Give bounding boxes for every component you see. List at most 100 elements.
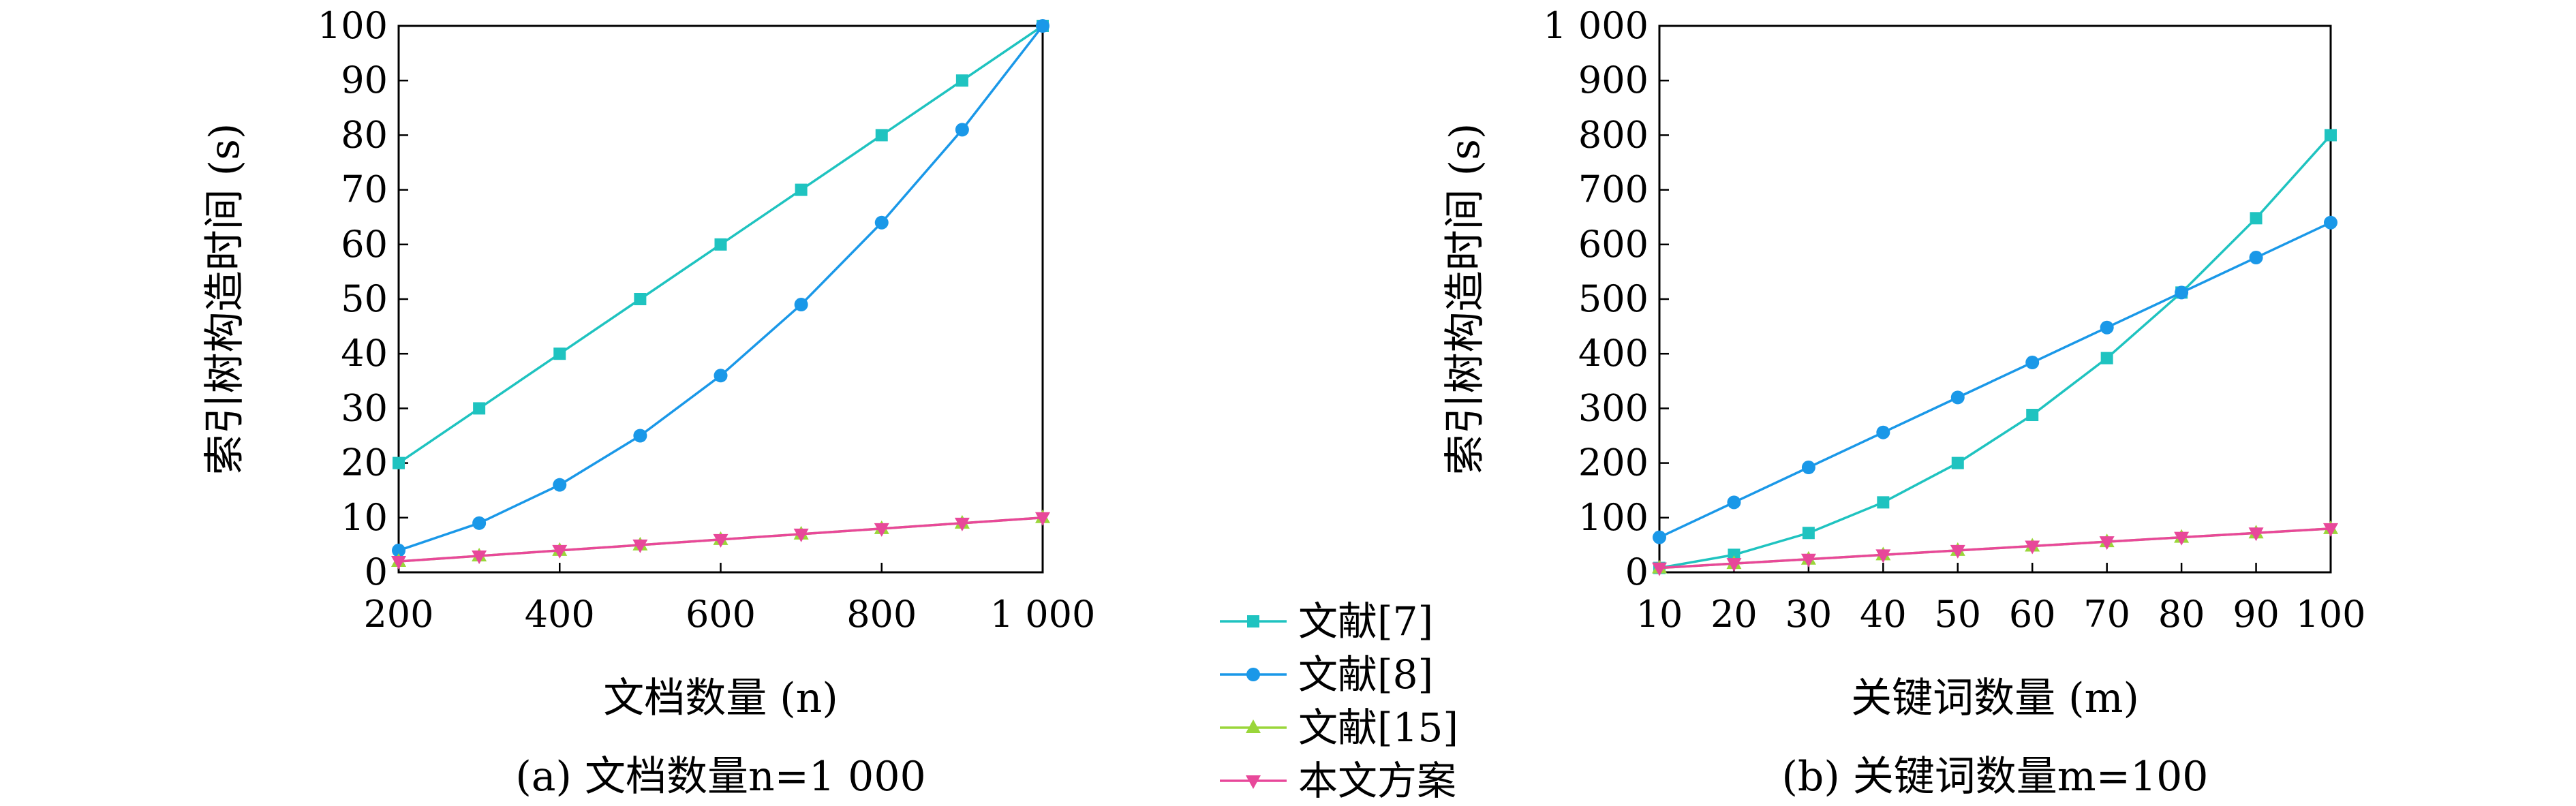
data-point (632, 539, 648, 553)
data-point (2099, 536, 2115, 551)
data-point (955, 123, 969, 137)
data-point (553, 347, 566, 360)
x-tick-label: 70 (2083, 593, 2130, 636)
data-point (2100, 320, 2114, 335)
data-point (2325, 129, 2337, 142)
y-tick-label: 500 (1578, 277, 1649, 320)
y-tick-label: 400 (1578, 332, 1649, 375)
series-3 (1652, 520, 2338, 574)
data-point (1800, 553, 1816, 568)
data-point (633, 429, 647, 443)
y-tick-label: 60 (341, 223, 388, 266)
y-tick-label: 800 (1578, 113, 1649, 156)
x-tick-label: 100 (2295, 593, 2365, 636)
x-tick-label: 60 (2009, 593, 2056, 636)
y-tick-label: 900 (1578, 59, 1649, 102)
series-line (1659, 134, 2332, 570)
data-point (714, 369, 728, 383)
data-point (954, 517, 970, 531)
data-point (1727, 495, 1741, 510)
y-tick-label: 200 (1578, 441, 1649, 484)
data-point (2175, 285, 2189, 300)
y-tick-label: 80 (341, 113, 388, 156)
x-tick-label: 600 (686, 593, 756, 636)
x-tick-label: 30 (1785, 593, 1833, 636)
data-point (1035, 512, 1050, 526)
y-tick-label: 50 (341, 277, 388, 320)
data-point (1726, 558, 1742, 572)
y-tick-label: 20 (341, 441, 388, 484)
y-tick-label: 1 000 (1543, 4, 1649, 47)
panel-caption: (a) 文档数量n=1 000 (515, 753, 925, 801)
data-point (1950, 544, 1965, 559)
data-point (392, 543, 405, 557)
data-point (1653, 530, 1666, 544)
data-point (795, 183, 808, 196)
x-tick-label: 10 (1636, 593, 1683, 636)
legend-label: 文献[7] (1298, 598, 1433, 645)
series-line (1659, 527, 2331, 570)
series-1 (1653, 129, 2337, 574)
data-point (472, 550, 487, 564)
data-point (2324, 215, 2337, 230)
data-point (1950, 390, 1965, 405)
data-point (1876, 425, 1890, 439)
legend-label: 文献[8] (1298, 651, 1433, 698)
legend-item: 文献[15] (1220, 704, 1458, 751)
y-tick-label: 300 (1578, 386, 1649, 429)
x-tick-label: 50 (1934, 593, 1981, 636)
series-4 (391, 512, 1050, 570)
x-tick-label: 20 (1711, 593, 1758, 636)
data-point (1801, 461, 1815, 475)
x-tick-label: 200 (363, 593, 433, 636)
data-point (1652, 562, 1667, 576)
data-point (1951, 456, 1964, 469)
plot-frame (397, 25, 1044, 574)
data-point (552, 544, 568, 559)
data-point (2026, 409, 2039, 422)
data-point (393, 456, 405, 469)
data-point (1728, 548, 1741, 561)
legend-label: 文献[15] (1298, 704, 1458, 751)
y-tick-label: 40 (341, 332, 388, 375)
y-tick-label: 0 (1625, 551, 1649, 593)
y-tick-label: 100 (318, 4, 388, 47)
series-2 (392, 19, 1049, 557)
legend-marker (1246, 719, 1261, 733)
data-point (714, 238, 727, 251)
series-2 (1653, 215, 2337, 544)
y-tick-label: 30 (341, 386, 388, 429)
legend-item: 本文方案 (1220, 758, 1456, 804)
legend-item: 文献[7] (1220, 598, 1433, 645)
panel-a: 0 10 20 30 40 50 60 70 80 90 100 200 400 600 800 1 000 文… (201, 4, 1095, 801)
data-point (634, 293, 647, 305)
data-point (472, 516, 487, 530)
data-point (2100, 352, 2113, 365)
data-point (713, 533, 729, 548)
series-1 (393, 20, 1049, 469)
data-point (875, 129, 888, 142)
data-point (553, 478, 567, 492)
legend-label: 本文方案 (1298, 758, 1456, 804)
series-4 (1652, 523, 2338, 576)
legend-marker (1246, 775, 1261, 789)
legend-marker (1247, 615, 1259, 627)
data-point (473, 402, 486, 415)
data-point (874, 215, 889, 230)
legend-marker (1246, 668, 1260, 681)
data-point (1036, 19, 1049, 33)
data-point (2174, 531, 2190, 546)
x-tick-label: 90 (2233, 593, 2280, 636)
data-point (794, 298, 808, 312)
data-point (2025, 540, 2040, 555)
legend-item: 文献[8] (1220, 651, 1433, 698)
x-tick-label: 1 000 (990, 593, 1096, 636)
data-point (2323, 523, 2338, 537)
y-axis-label: 索引树构造时间 (s) (1441, 123, 1489, 476)
data-point (2250, 212, 2263, 225)
x-tick-label: 800 (846, 593, 917, 636)
y-axis-label: 索引树构造时间 (s) (201, 123, 249, 476)
x-tick-label: 40 (1860, 593, 1907, 636)
series-line (398, 25, 1044, 552)
